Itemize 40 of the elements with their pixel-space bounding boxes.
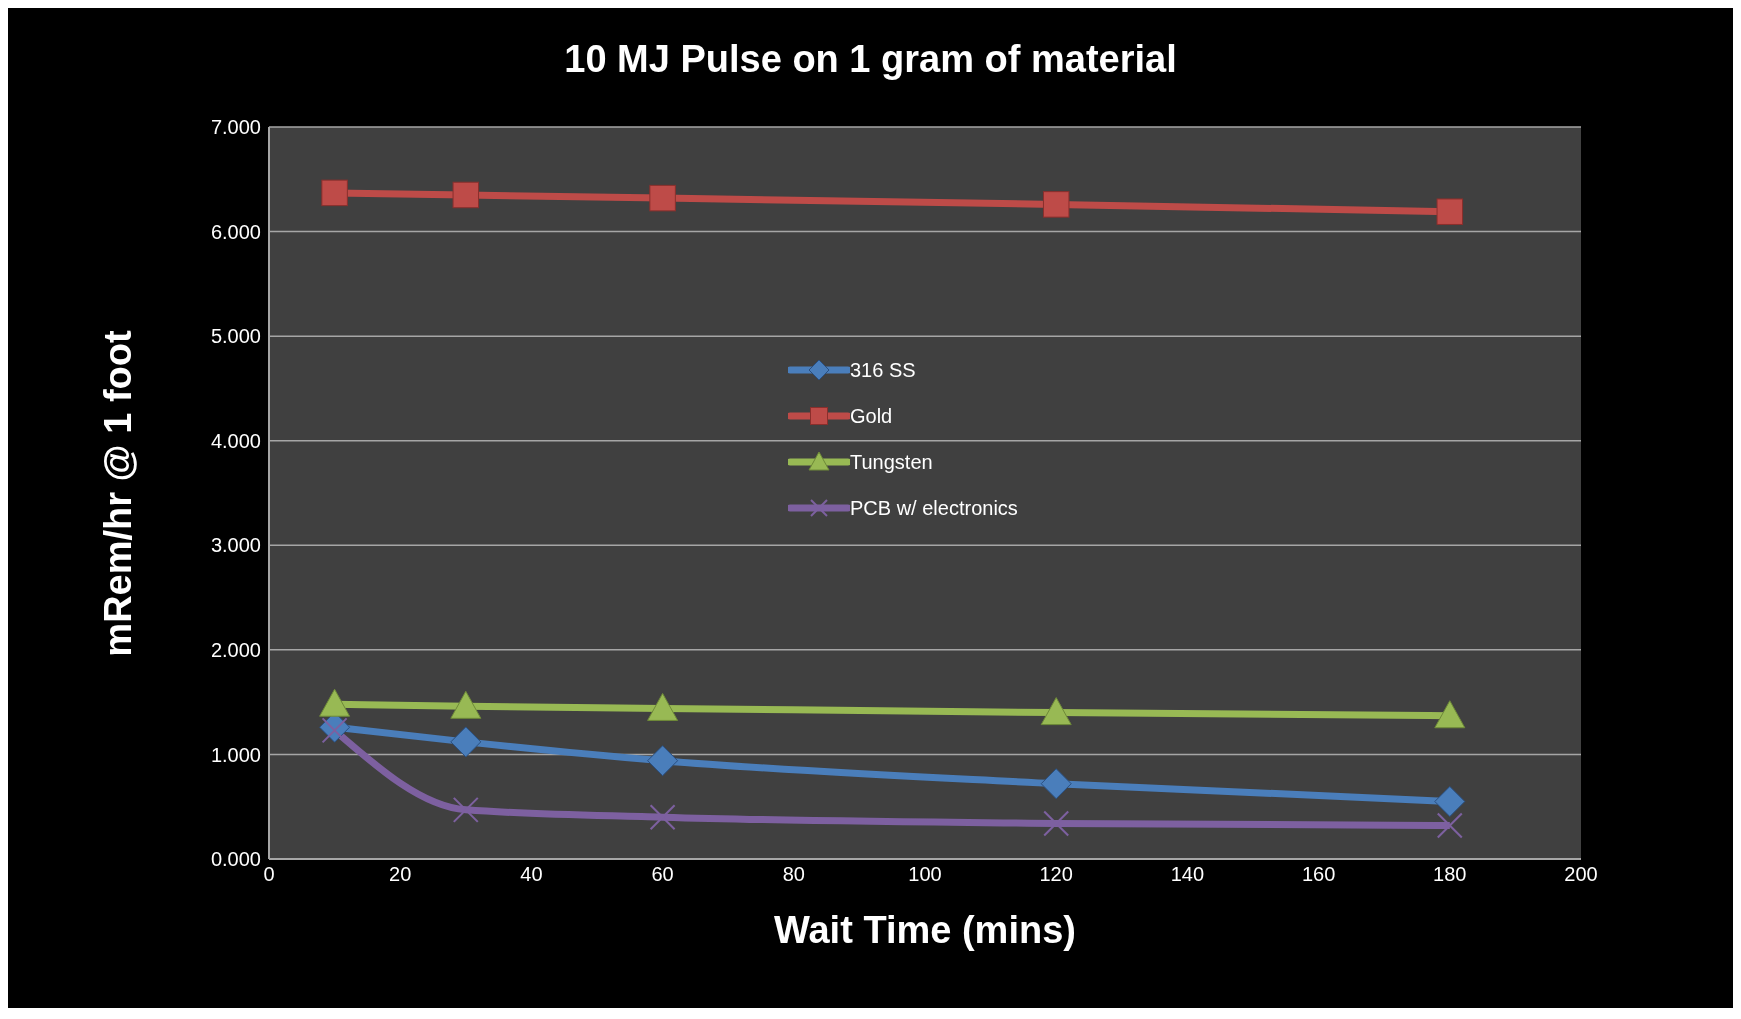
point bbox=[452, 181, 480, 209]
point bbox=[1434, 700, 1466, 729]
x-tick-label: 140 bbox=[1170, 863, 1205, 886]
chart-title: 10 MJ Pulse on 1 gram of material bbox=[563, 38, 1178, 81]
point bbox=[1040, 697, 1072, 726]
x-tick-label: 20 bbox=[389, 863, 412, 886]
legend-label: 316 SS bbox=[850, 358, 916, 382]
x-axis-title: Wait Time (mins) bbox=[773, 909, 1077, 952]
x-tick-label: 0 bbox=[263, 863, 275, 886]
point bbox=[1436, 198, 1464, 225]
point bbox=[649, 184, 676, 212]
point bbox=[1040, 768, 1072, 800]
y-tick-label: 0.000 bbox=[210, 848, 261, 871]
point bbox=[1042, 191, 1070, 218]
x-tick-label: 180 bbox=[1433, 863, 1467, 886]
x-tick-label: 60 bbox=[651, 863, 674, 886]
y-axis-title: mRem/hr @ 1 foot bbox=[96, 329, 140, 657]
x-tick-label: 40 bbox=[520, 863, 543, 886]
point bbox=[319, 688, 351, 717]
y-tick-label: 4.000 bbox=[210, 429, 261, 452]
x-tick-label: 80 bbox=[782, 863, 805, 886]
point bbox=[647, 692, 679, 721]
x-tick-label: 160 bbox=[1301, 863, 1336, 886]
legend-label: Tungsten bbox=[850, 450, 933, 474]
legend-label: Gold bbox=[850, 404, 893, 428]
legend-label: PCB w/ electronics bbox=[850, 496, 1018, 520]
point bbox=[450, 726, 482, 758]
y-tick-label: 7.000 bbox=[210, 116, 261, 139]
point bbox=[321, 179, 348, 207]
x-tick-label: 200 bbox=[1564, 863, 1598, 886]
y-tick-label: 3.000 bbox=[210, 534, 261, 557]
point bbox=[450, 690, 482, 719]
y-tick-label: 2.000 bbox=[210, 638, 261, 661]
y-tick-label: 5.000 bbox=[210, 325, 261, 348]
y-tick-label: 6.000 bbox=[210, 220, 261, 243]
x-tick-label: 100 bbox=[908, 863, 942, 886]
point bbox=[647, 745, 679, 777]
y-tick-label: 1.000 bbox=[210, 743, 261, 766]
x-tick-label: 120 bbox=[1039, 863, 1073, 886]
point bbox=[1434, 785, 1466, 817]
